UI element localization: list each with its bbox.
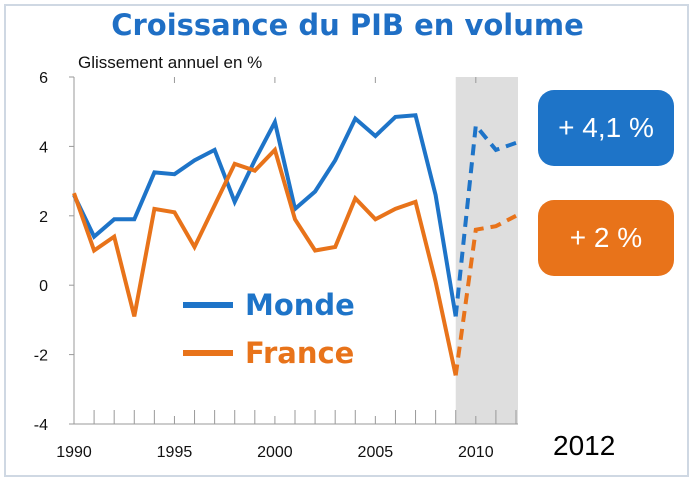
series-line-france xyxy=(72,146,458,376)
legend-label-france: France xyxy=(245,336,355,370)
y-tick-label: 4 xyxy=(39,139,48,156)
series-forecast-line-france xyxy=(453,214,517,376)
chart-subtitle: Glissement annuel en % xyxy=(78,53,263,72)
x-tick-label: 2010 xyxy=(458,444,494,461)
y-tick-label: -4 xyxy=(34,417,48,434)
legend-item-monde: Monde xyxy=(183,288,355,322)
y-tick-label: 2 xyxy=(39,209,48,226)
series-line-monde xyxy=(72,113,458,317)
legend-swatch-france xyxy=(183,350,233,356)
y-tick-label: 6 xyxy=(39,70,48,87)
series-forecast-line-monde xyxy=(453,120,517,317)
x-tick-label: 2000 xyxy=(257,444,293,461)
legend-swatch-monde xyxy=(183,302,233,308)
annotation-badge-france: + 2 % xyxy=(538,200,674,276)
y-tick-label: 0 xyxy=(39,278,48,295)
x-tick-label: 1995 xyxy=(157,444,193,461)
chart-title: Croissance du PIB en volume xyxy=(111,8,584,42)
y-tick-label: -2 xyxy=(34,348,48,365)
x-tick-label: 1990 xyxy=(56,444,92,461)
annotation-badge-monde: + 4,1 % xyxy=(538,90,674,166)
x-tick-label: 2005 xyxy=(358,444,394,461)
final-year-label: 2012 xyxy=(553,430,616,461)
forecast-band xyxy=(455,77,518,424)
legend-item-france: France xyxy=(183,336,354,370)
legend-label-monde: Monde xyxy=(245,288,355,322)
